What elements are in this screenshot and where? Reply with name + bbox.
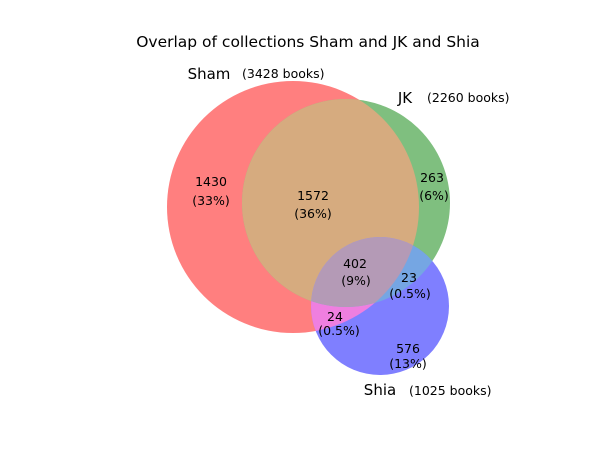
set-label-sham: Sham: [188, 65, 231, 83]
set-size-shia: (1025 books): [409, 383, 492, 398]
region-jk-only-percent: (6%): [419, 188, 449, 203]
region-shia-only-count: 576: [396, 341, 420, 356]
region-sham-shia-count: 24: [327, 309, 343, 324]
region-sham-only-count: 1430: [195, 174, 227, 189]
set-label-shia: Shia: [364, 381, 396, 399]
region-sham-jk-percent: (36%): [294, 206, 332, 221]
set-size-sham: (3428 books): [242, 66, 325, 81]
region-sham-only-percent: (33%): [192, 193, 230, 208]
set-size-jk: (2260 books): [427, 90, 510, 105]
region-sham-jk-count: 1572: [297, 188, 329, 203]
region-shia-only-percent: (13%): [389, 356, 427, 371]
set-label-jk: JK: [397, 89, 413, 107]
region-all-three-percent: (9%): [341, 273, 371, 288]
region-jk-shia-count: 23: [401, 270, 417, 285]
region-all-three-count: 402: [343, 256, 367, 271]
region-sham-shia-percent: (0.5%): [318, 323, 360, 338]
chart-title: Overlap of collections Sham and JK and S…: [136, 33, 480, 51]
region-jk-only-count: 263: [420, 170, 444, 185]
region-jk-shia-percent: (0.5%): [389, 286, 431, 301]
